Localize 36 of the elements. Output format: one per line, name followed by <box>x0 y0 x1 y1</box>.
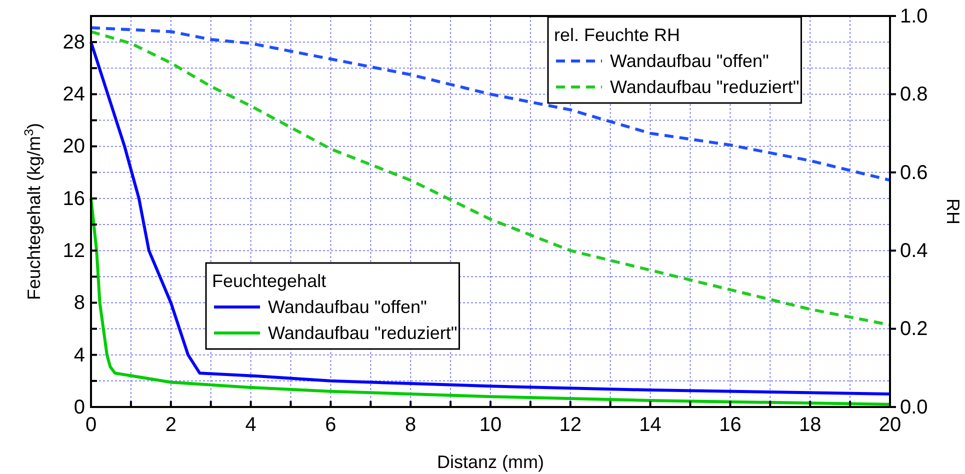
legend-label: Wandaufbau "reduziert" <box>610 77 800 97</box>
y-tick-label: 0 <box>74 396 85 418</box>
x-tick-label: 16 <box>719 414 742 436</box>
line-series <box>90 40 892 396</box>
x-tick-label: 4 <box>245 414 256 436</box>
x-tick-label: 6 <box>325 414 336 436</box>
legend-label: Wandaufbau "offen" <box>268 297 427 317</box>
legend-label: Wandaufbau "offen" <box>610 51 769 71</box>
legend-label: Wandaufbau "reduziert" <box>268 323 458 343</box>
text: rel. Feuchte RH <box>554 25 680 45</box>
y2-tick-label: 0.8 <box>900 84 928 106</box>
y-tick-label: 4 <box>74 344 85 366</box>
line-series <box>90 30 892 326</box>
x-tick-label: 2 <box>165 414 176 436</box>
y-tick-label: 28 <box>62 31 85 54</box>
x-tick-label: 10 <box>479 414 502 436</box>
x-tick-label: 14 <box>639 414 662 436</box>
y2-tick-label: 1.0 <box>900 5 928 28</box>
x-tick-label: 12 <box>559 414 582 436</box>
text: Feuchtegehalt <box>212 271 326 291</box>
y2-axis-title: RH <box>943 198 963 224</box>
y2-tick-label: 0.6 <box>900 162 928 184</box>
y2-tick-label: 0.2 <box>900 318 928 340</box>
x-tick-label: 8 <box>405 414 416 436</box>
line-series <box>90 26 892 182</box>
y2-tick-label: 0.0 <box>900 396 928 418</box>
line-series <box>90 196 892 406</box>
x-axis-title: Distanz (mm) <box>437 452 544 472</box>
x-tick-label: 18 <box>798 414 822 436</box>
y-tick-label: 20 <box>62 136 85 158</box>
y-tick-label: 12 <box>62 240 85 262</box>
y-tick-label: 24 <box>62 84 85 106</box>
y2-tick-label: 0.4 <box>900 240 928 262</box>
y-tick-label: 16 <box>62 188 85 210</box>
y-tick-label: 8 <box>74 292 85 314</box>
x-tick-label: 20 <box>878 414 902 436</box>
